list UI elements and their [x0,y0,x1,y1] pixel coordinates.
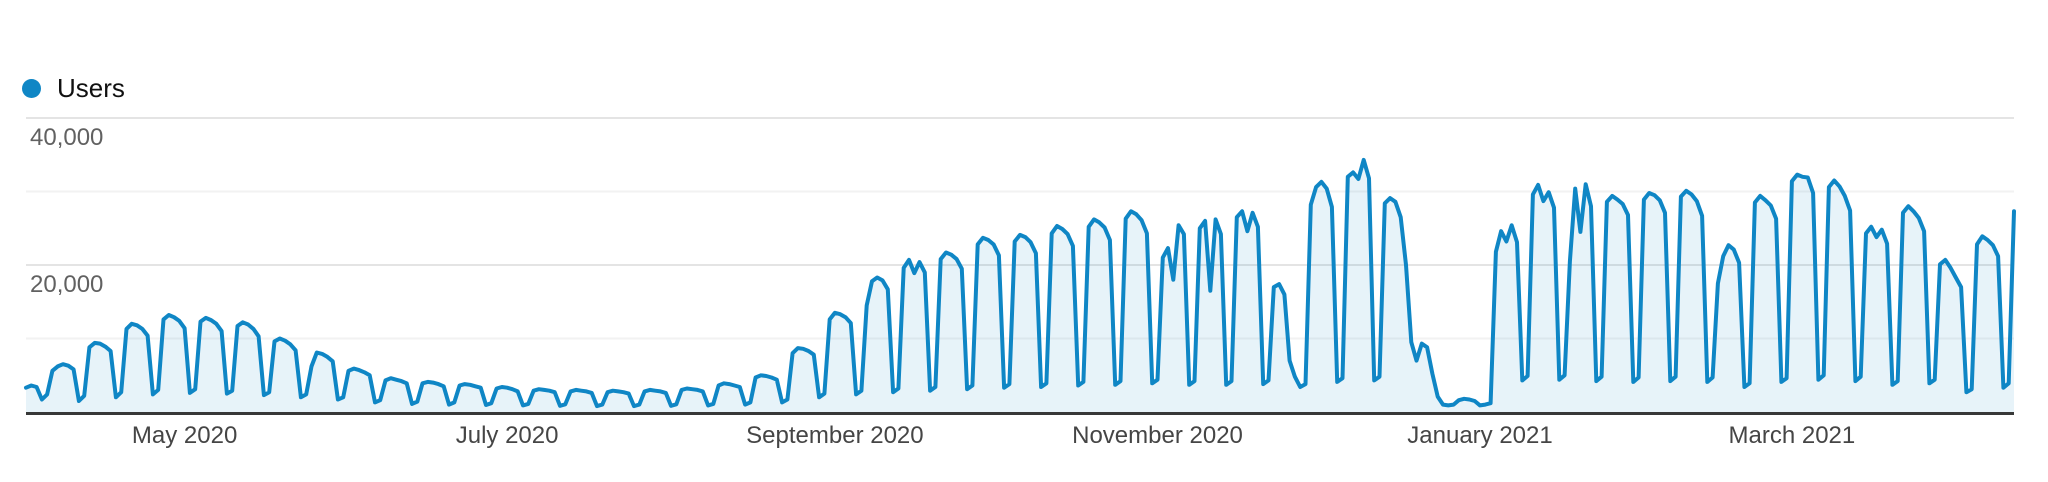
x-axis-label: January 2021 [1407,422,1553,449]
chart-legend: Users [22,74,125,102]
legend-series-label: Users [57,73,125,103]
legend-series-dot-icon [22,78,41,98]
x-axis-label: July 2020 [455,422,559,449]
x-axis-label: November 2020 [1072,422,1243,449]
users-area-fill [26,159,2014,412]
y-axis-label: 40,000 [30,124,104,151]
x-axis-label: September 2020 [746,422,924,449]
gridlines [26,117,2014,340]
y-axis-label: 20,000 [30,271,104,298]
x-axis-label: March 2021 [1728,422,1856,449]
users-line[interactable] [24,157,2016,409]
x-axis-label: May 2020 [131,422,238,449]
